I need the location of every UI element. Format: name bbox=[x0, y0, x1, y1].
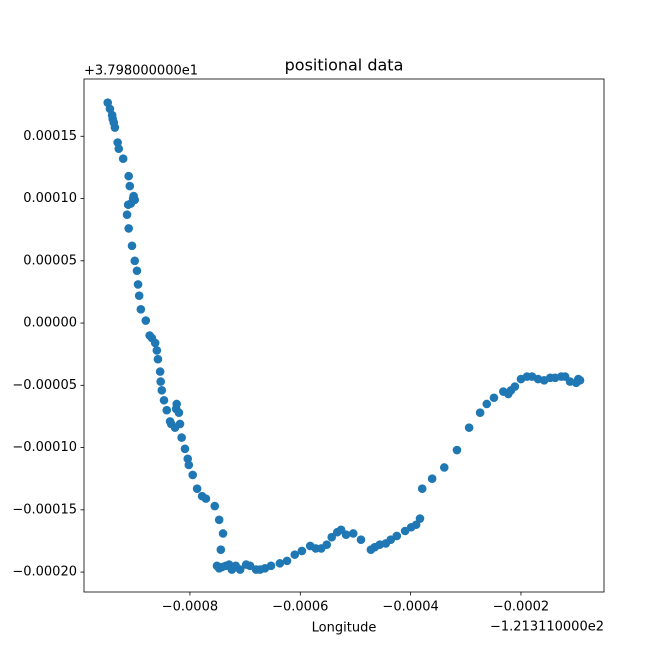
y-tick-label: 0.00015 bbox=[23, 129, 77, 144]
point bbox=[427, 474, 437, 483]
x-tick-label: −0.0008 bbox=[162, 600, 218, 615]
plot-frame bbox=[83, 78, 605, 593]
point bbox=[297, 546, 307, 556]
point bbox=[348, 529, 358, 538]
y-offset-label: +3.798000000e1 bbox=[84, 64, 198, 79]
point bbox=[141, 316, 151, 325]
point bbox=[452, 445, 462, 455]
point bbox=[439, 463, 449, 472]
point bbox=[162, 405, 172, 415]
chart-title: positional data bbox=[285, 56, 404, 75]
point bbox=[159, 395, 169, 405]
point bbox=[123, 200, 133, 210]
point bbox=[341, 530, 351, 540]
point bbox=[152, 346, 162, 355]
point bbox=[275, 559, 285, 568]
point bbox=[157, 385, 167, 395]
y-tick-label: −0.00010 bbox=[12, 440, 77, 455]
point bbox=[156, 377, 165, 386]
point bbox=[122, 210, 132, 220]
point bbox=[411, 520, 421, 530]
point bbox=[464, 423, 474, 432]
point bbox=[282, 556, 292, 566]
point bbox=[153, 354, 163, 364]
point bbox=[184, 460, 194, 470]
y-tick-label: 0.00000 bbox=[23, 316, 77, 331]
x-offset-label: −1.213110000e2 bbox=[490, 620, 604, 635]
y-tick-label: −0.00015 bbox=[12, 502, 77, 517]
point bbox=[214, 515, 224, 525]
point bbox=[150, 338, 160, 348]
point bbox=[392, 531, 402, 541]
point bbox=[266, 561, 276, 571]
point bbox=[136, 305, 146, 314]
point bbox=[210, 501, 220, 511]
point bbox=[133, 280, 143, 289]
point bbox=[327, 532, 337, 542]
point bbox=[175, 419, 185, 429]
point bbox=[125, 181, 135, 191]
x-tick-label: −0.0004 bbox=[382, 600, 438, 615]
point bbox=[127, 241, 137, 251]
point bbox=[130, 256, 140, 266]
point bbox=[132, 266, 142, 276]
y-tick-label: −0.00020 bbox=[12, 565, 77, 580]
y-tick-label: −0.00005 bbox=[12, 378, 77, 393]
point bbox=[482, 399, 492, 409]
point bbox=[124, 171, 133, 181]
point bbox=[110, 123, 120, 132]
point bbox=[155, 367, 165, 376]
point bbox=[114, 144, 124, 154]
point bbox=[510, 382, 520, 391]
point bbox=[417, 484, 427, 493]
point bbox=[129, 191, 138, 201]
point bbox=[218, 529, 228, 538]
point bbox=[415, 514, 425, 523]
point bbox=[188, 470, 197, 480]
point bbox=[489, 393, 499, 403]
point bbox=[475, 408, 485, 417]
x-axis-label: Longitude bbox=[312, 621, 377, 636]
point bbox=[180, 444, 190, 454]
point bbox=[177, 433, 186, 442]
point bbox=[575, 376, 585, 385]
point bbox=[216, 545, 226, 554]
point bbox=[235, 565, 245, 574]
x-tick-label: −0.0006 bbox=[272, 600, 328, 615]
point bbox=[201, 494, 211, 503]
point bbox=[134, 291, 144, 300]
point bbox=[192, 484, 202, 493]
point bbox=[118, 154, 128, 163]
point bbox=[322, 540, 332, 549]
point bbox=[174, 408, 184, 417]
x-tick-label: −0.0002 bbox=[493, 600, 549, 615]
y-tick-label: 0.00005 bbox=[23, 253, 77, 268]
point bbox=[124, 224, 133, 233]
point bbox=[290, 550, 300, 559]
point bbox=[356, 535, 366, 545]
y-tick-label: 0.00010 bbox=[23, 191, 77, 206]
